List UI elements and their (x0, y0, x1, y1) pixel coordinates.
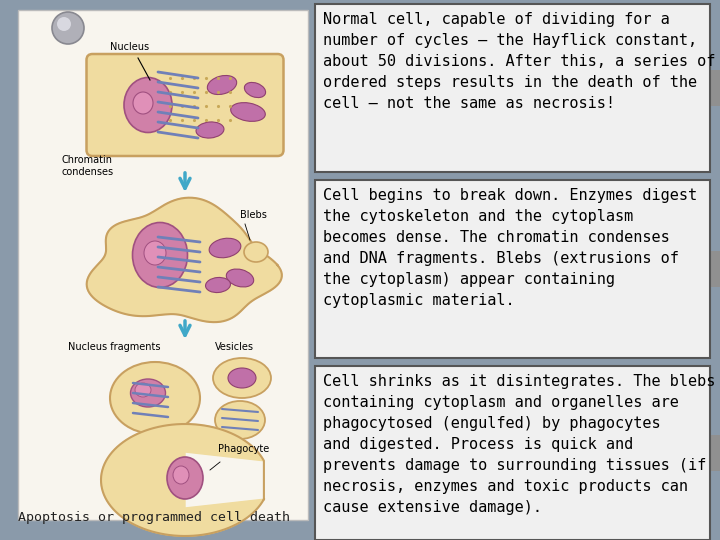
FancyBboxPatch shape (86, 54, 284, 156)
Bar (315, 180, 710, 358)
Text: Phagocyte: Phagocyte (218, 444, 269, 454)
Text: Blebs: Blebs (240, 210, 267, 220)
Ellipse shape (196, 122, 224, 138)
Circle shape (57, 17, 71, 31)
Ellipse shape (215, 401, 265, 439)
Ellipse shape (110, 362, 200, 434)
Text: Nucleus fragments: Nucleus fragments (68, 342, 161, 352)
Polygon shape (86, 198, 282, 322)
Bar (710, 435, 720, 471)
Ellipse shape (226, 269, 253, 287)
Text: Cell begins to break down. Enzymes digest
the cytoskeleton and the cytoplasm
bec: Cell begins to break down. Enzymes diges… (323, 188, 697, 308)
Ellipse shape (167, 457, 203, 499)
Ellipse shape (130, 379, 166, 407)
Text: Normal cell, capable of dividing for a
number of cycles – the Hayflick constant,: Normal cell, capable of dividing for a n… (323, 12, 716, 111)
Text: Chromatin
condenses: Chromatin condenses (62, 154, 114, 177)
Ellipse shape (135, 383, 151, 397)
Bar (18, 10, 308, 520)
Text: Apoptosis or programmed cell death: Apoptosis or programmed cell death (18, 511, 290, 524)
Ellipse shape (173, 466, 189, 484)
Ellipse shape (213, 358, 271, 398)
Ellipse shape (205, 278, 230, 293)
Circle shape (52, 12, 84, 44)
Bar (315, 4, 710, 172)
Bar (315, 366, 710, 540)
Ellipse shape (144, 241, 166, 265)
Bar (710, 70, 720, 106)
Ellipse shape (124, 78, 172, 132)
Ellipse shape (228, 368, 256, 388)
Ellipse shape (244, 242, 268, 262)
Ellipse shape (209, 238, 241, 258)
Text: Vesicles: Vesicles (215, 342, 254, 352)
Ellipse shape (133, 92, 153, 114)
Ellipse shape (132, 222, 187, 287)
Ellipse shape (207, 76, 237, 94)
Polygon shape (101, 424, 264, 536)
Bar (710, 251, 720, 287)
Text: Cell shrinks as it disintegrates. The blebs
containing cytoplasm and organelles : Cell shrinks as it disintegrates. The bl… (323, 374, 716, 515)
Text: Nucleus: Nucleus (110, 42, 149, 52)
Ellipse shape (244, 83, 266, 98)
Ellipse shape (230, 103, 265, 122)
